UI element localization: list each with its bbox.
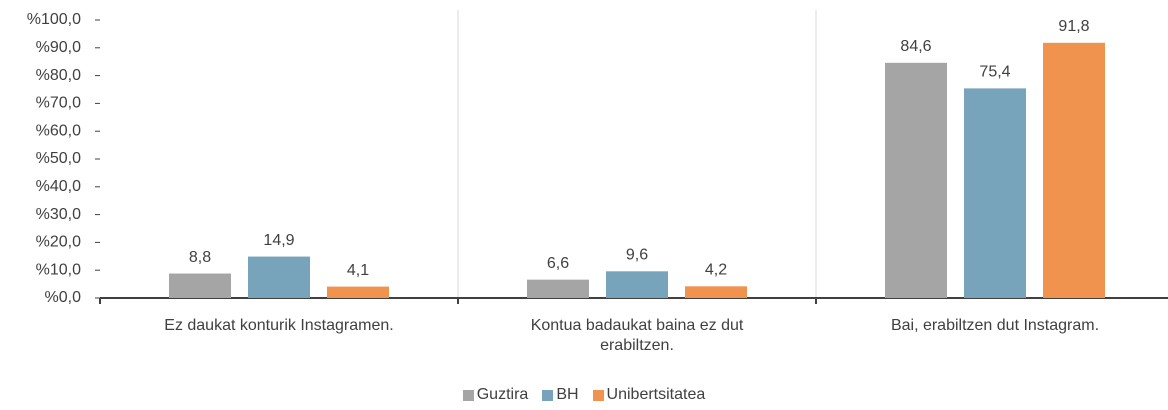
legend-item: Guztira	[462, 386, 529, 404]
bar	[885, 62, 947, 299]
y-tick-label: %60,0	[36, 122, 81, 139]
data-label: 9,6	[626, 247, 648, 264]
data-label: 6,6	[547, 255, 569, 272]
x-tick-label: Bai, erabiltzen dut Instagram.	[890, 317, 1100, 334]
data-label: 91,8	[1058, 18, 1089, 35]
bar	[1043, 42, 1105, 298]
y-tick-label: %10,0	[36, 261, 81, 278]
y-tick-label: %90,0	[36, 39, 81, 56]
y-tick-label: %0,0	[45, 289, 82, 306]
y-tick-label: %80,0	[36, 67, 81, 84]
x-tick-label: Ez daukat konturik Instagramen.	[164, 317, 394, 334]
legend-item: BH	[542, 386, 579, 404]
y-tick-label: %40,0	[36, 178, 81, 195]
y-tick-label: %70,0	[36, 95, 81, 112]
data-label: 8,8	[189, 249, 211, 266]
bar	[527, 279, 589, 298]
legend-swatch	[462, 389, 474, 401]
y-tick-label: %50,0	[36, 150, 81, 167]
data-label: 14,9	[263, 232, 294, 249]
data-label: 4,1	[347, 262, 369, 279]
bar	[964, 88, 1026, 298]
legend-label: Unibertsitatea	[606, 386, 706, 403]
legend-swatch	[542, 389, 554, 401]
y-tick-label: %30,0	[36, 206, 81, 223]
data-label: 4,2	[705, 262, 727, 279]
bar	[248, 256, 310, 298]
legend: Guztira BH Unibertsitatea	[0, 386, 1168, 404]
bar	[169, 273, 231, 298]
legend-swatch	[592, 389, 604, 401]
bar	[327, 286, 389, 298]
legend-label: BH	[556, 386, 579, 403]
data-label: 75,4	[979, 64, 1010, 81]
legend-item: Unibertsitatea	[592, 386, 706, 404]
data-label: 84,6	[900, 38, 931, 55]
bar	[685, 286, 747, 298]
legend-label: Guztira	[476, 386, 529, 403]
x-tick-label: Kontua badaukat baina ez dut erabiltzen.	[530, 317, 744, 354]
y-tick-label: %20,0	[36, 234, 81, 251]
bar	[606, 271, 668, 298]
y-tick-label: %100,0	[27, 11, 81, 28]
